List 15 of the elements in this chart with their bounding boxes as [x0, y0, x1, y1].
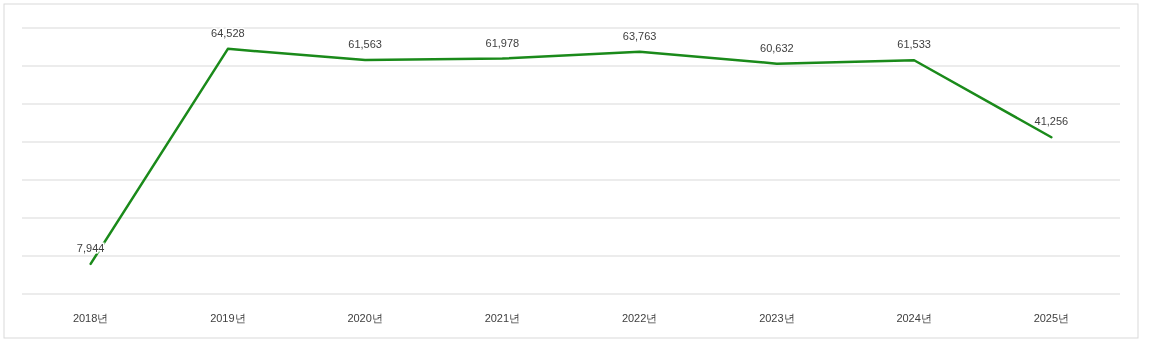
- x-tick-label: 2025년: [1033, 312, 1070, 324]
- x-tick-label: 2023년: [759, 312, 795, 324]
- x-tick-label: 2019년: [210, 312, 246, 324]
- data-label: 64,528: [211, 26, 245, 39]
- data-label: 61,978: [485, 36, 520, 49]
- data-label: 61,533: [897, 38, 931, 51]
- data-label: 61,563: [348, 38, 382, 51]
- data-label: 63,763: [622, 29, 657, 42]
- x-tick-label: 2024년: [896, 312, 932, 324]
- data-label: 41,256: [1034, 115, 1069, 128]
- x-tick-label: 2018년: [72, 312, 109, 324]
- x-tick-label: 2020년: [347, 312, 383, 324]
- x-tick-label: 2021년: [484, 312, 521, 324]
- x-tick-label: 2022년: [621, 312, 658, 324]
- data-label: 60,632: [760, 41, 794, 54]
